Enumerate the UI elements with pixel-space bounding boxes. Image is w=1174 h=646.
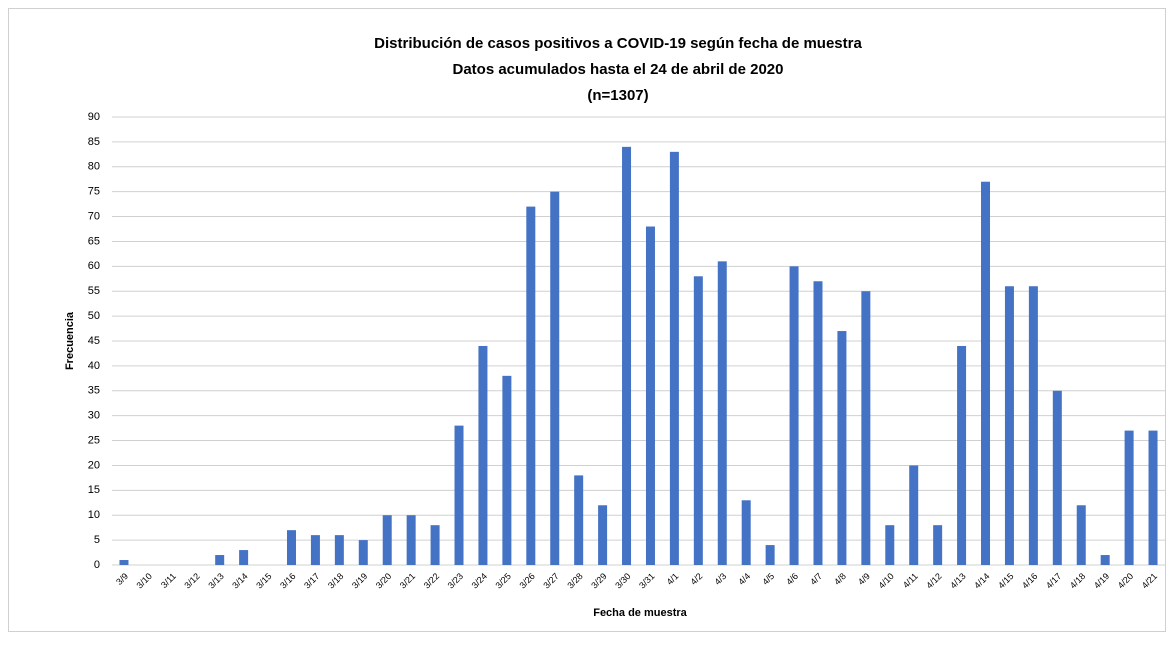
bar: [574, 475, 584, 565]
bar: [334, 535, 344, 565]
bar: [1148, 430, 1158, 565]
y-tick-label: 60: [88, 260, 100, 272]
y-tick-label: 5: [94, 534, 100, 546]
bar: [382, 515, 392, 565]
chart-title: (n=1307): [587, 87, 648, 104]
bar: [837, 331, 847, 565]
bar: [286, 530, 296, 565]
bar: [717, 261, 727, 565]
bar: [454, 425, 464, 565]
y-tick-label: 70: [88, 210, 100, 222]
y-tick-label: 30: [88, 410, 100, 422]
chart-border: [8, 8, 1166, 632]
y-axis-title: Frecuencia: [64, 311, 76, 370]
bar: [502, 375, 512, 565]
y-tick-label: 25: [88, 434, 100, 446]
bar: [693, 276, 703, 565]
bar: [622, 146, 632, 565]
y-tick-label: 35: [88, 385, 100, 397]
chart-title: Datos acumulados hasta el 24 de abril de…: [453, 61, 784, 78]
bar: [1124, 430, 1134, 565]
y-tick-label: 90: [88, 111, 100, 123]
bar: [430, 525, 440, 565]
y-tick-label: 65: [88, 235, 100, 247]
bar: [239, 550, 249, 565]
bar: [669, 151, 679, 565]
bar: [1004, 286, 1014, 565]
bar: [1052, 390, 1062, 565]
x-axis-title: Fecha de muestra: [593, 607, 687, 619]
chart-title: Distribución de casos positivos a COVID-…: [374, 35, 862, 52]
y-tick-label: 15: [88, 484, 100, 496]
y-tick-label: 10: [88, 509, 100, 521]
y-tick-label: 45: [88, 335, 100, 347]
bar: [526, 206, 536, 565]
bar: [957, 345, 967, 565]
bar: [765, 545, 775, 565]
bar: [310, 535, 320, 565]
bar: [406, 515, 416, 565]
bar: [741, 500, 751, 565]
bar: [1100, 555, 1110, 565]
y-tick-label: 85: [88, 136, 100, 148]
bar: [813, 281, 823, 565]
bar: [861, 291, 871, 565]
bar: [789, 266, 799, 565]
y-tick-label: 80: [88, 161, 100, 173]
y-tick-label: 40: [88, 360, 100, 372]
bar: [645, 226, 655, 565]
bar: [358, 540, 368, 565]
bar: [1076, 505, 1086, 565]
bar: [885, 525, 895, 565]
bar: [981, 181, 991, 565]
bar: [478, 345, 488, 565]
bar: [909, 465, 919, 565]
bar: [1028, 286, 1038, 565]
y-tick-label: 75: [88, 186, 100, 198]
bar: [215, 555, 225, 565]
bar: [119, 560, 129, 565]
y-tick-label: 0: [94, 559, 100, 571]
bar: [933, 525, 943, 565]
bar: [598, 505, 608, 565]
y-tick-label: 55: [88, 285, 100, 297]
y-tick-label: 20: [88, 459, 100, 471]
y-tick-label: 50: [88, 310, 100, 322]
bar: [550, 191, 560, 565]
